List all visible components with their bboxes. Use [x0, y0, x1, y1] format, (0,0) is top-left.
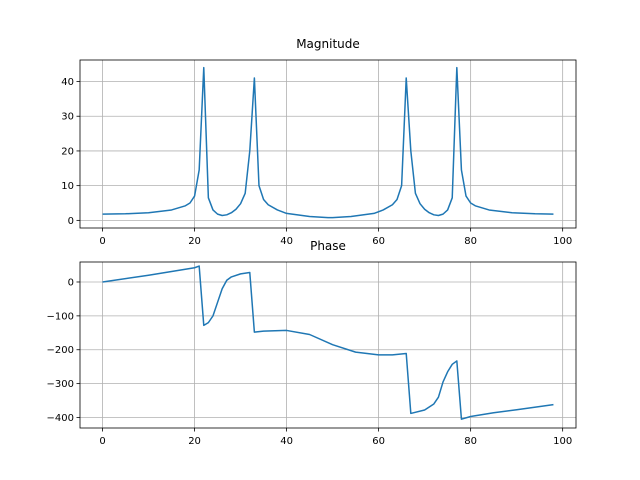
line — [102, 265, 554, 420]
x-tick-label: 100 — [553, 236, 572, 247]
y-tick-label: −300 — [47, 379, 74, 390]
y-tick-label: 20 — [61, 146, 74, 157]
y-tick-label: −200 — [47, 345, 74, 356]
x-tick-label: 60 — [372, 436, 385, 447]
chart-title: Phase — [310, 239, 346, 253]
chart-title: Magnitude — [296, 37, 360, 51]
x-tick-label: 40 — [280, 436, 293, 447]
y-tick-label: −100 — [47, 311, 74, 322]
x-tick-label: 0 — [99, 236, 105, 247]
x-tick-label: 40 — [280, 236, 293, 247]
x-tick-label: 20 — [188, 436, 201, 447]
x-tick-label: 0 — [99, 436, 105, 447]
y-tick-label: 10 — [61, 181, 74, 192]
axes-frame — [79, 59, 577, 229]
y-tick-label: 40 — [61, 77, 74, 88]
y-tick-label: 0 — [68, 277, 74, 288]
y-tick-label: 30 — [61, 112, 74, 123]
line — [102, 66, 554, 219]
x-tick-label: 20 — [188, 236, 201, 247]
y-tick-label: 0 — [68, 216, 74, 227]
x-tick-label: 60 — [372, 236, 385, 247]
axes-frame — [79, 261, 577, 429]
y-tick-label: −400 — [47, 413, 74, 424]
x-tick-label: 100 — [553, 436, 572, 447]
x-tick-label: 80 — [464, 436, 477, 447]
x-tick-label: 80 — [464, 236, 477, 247]
